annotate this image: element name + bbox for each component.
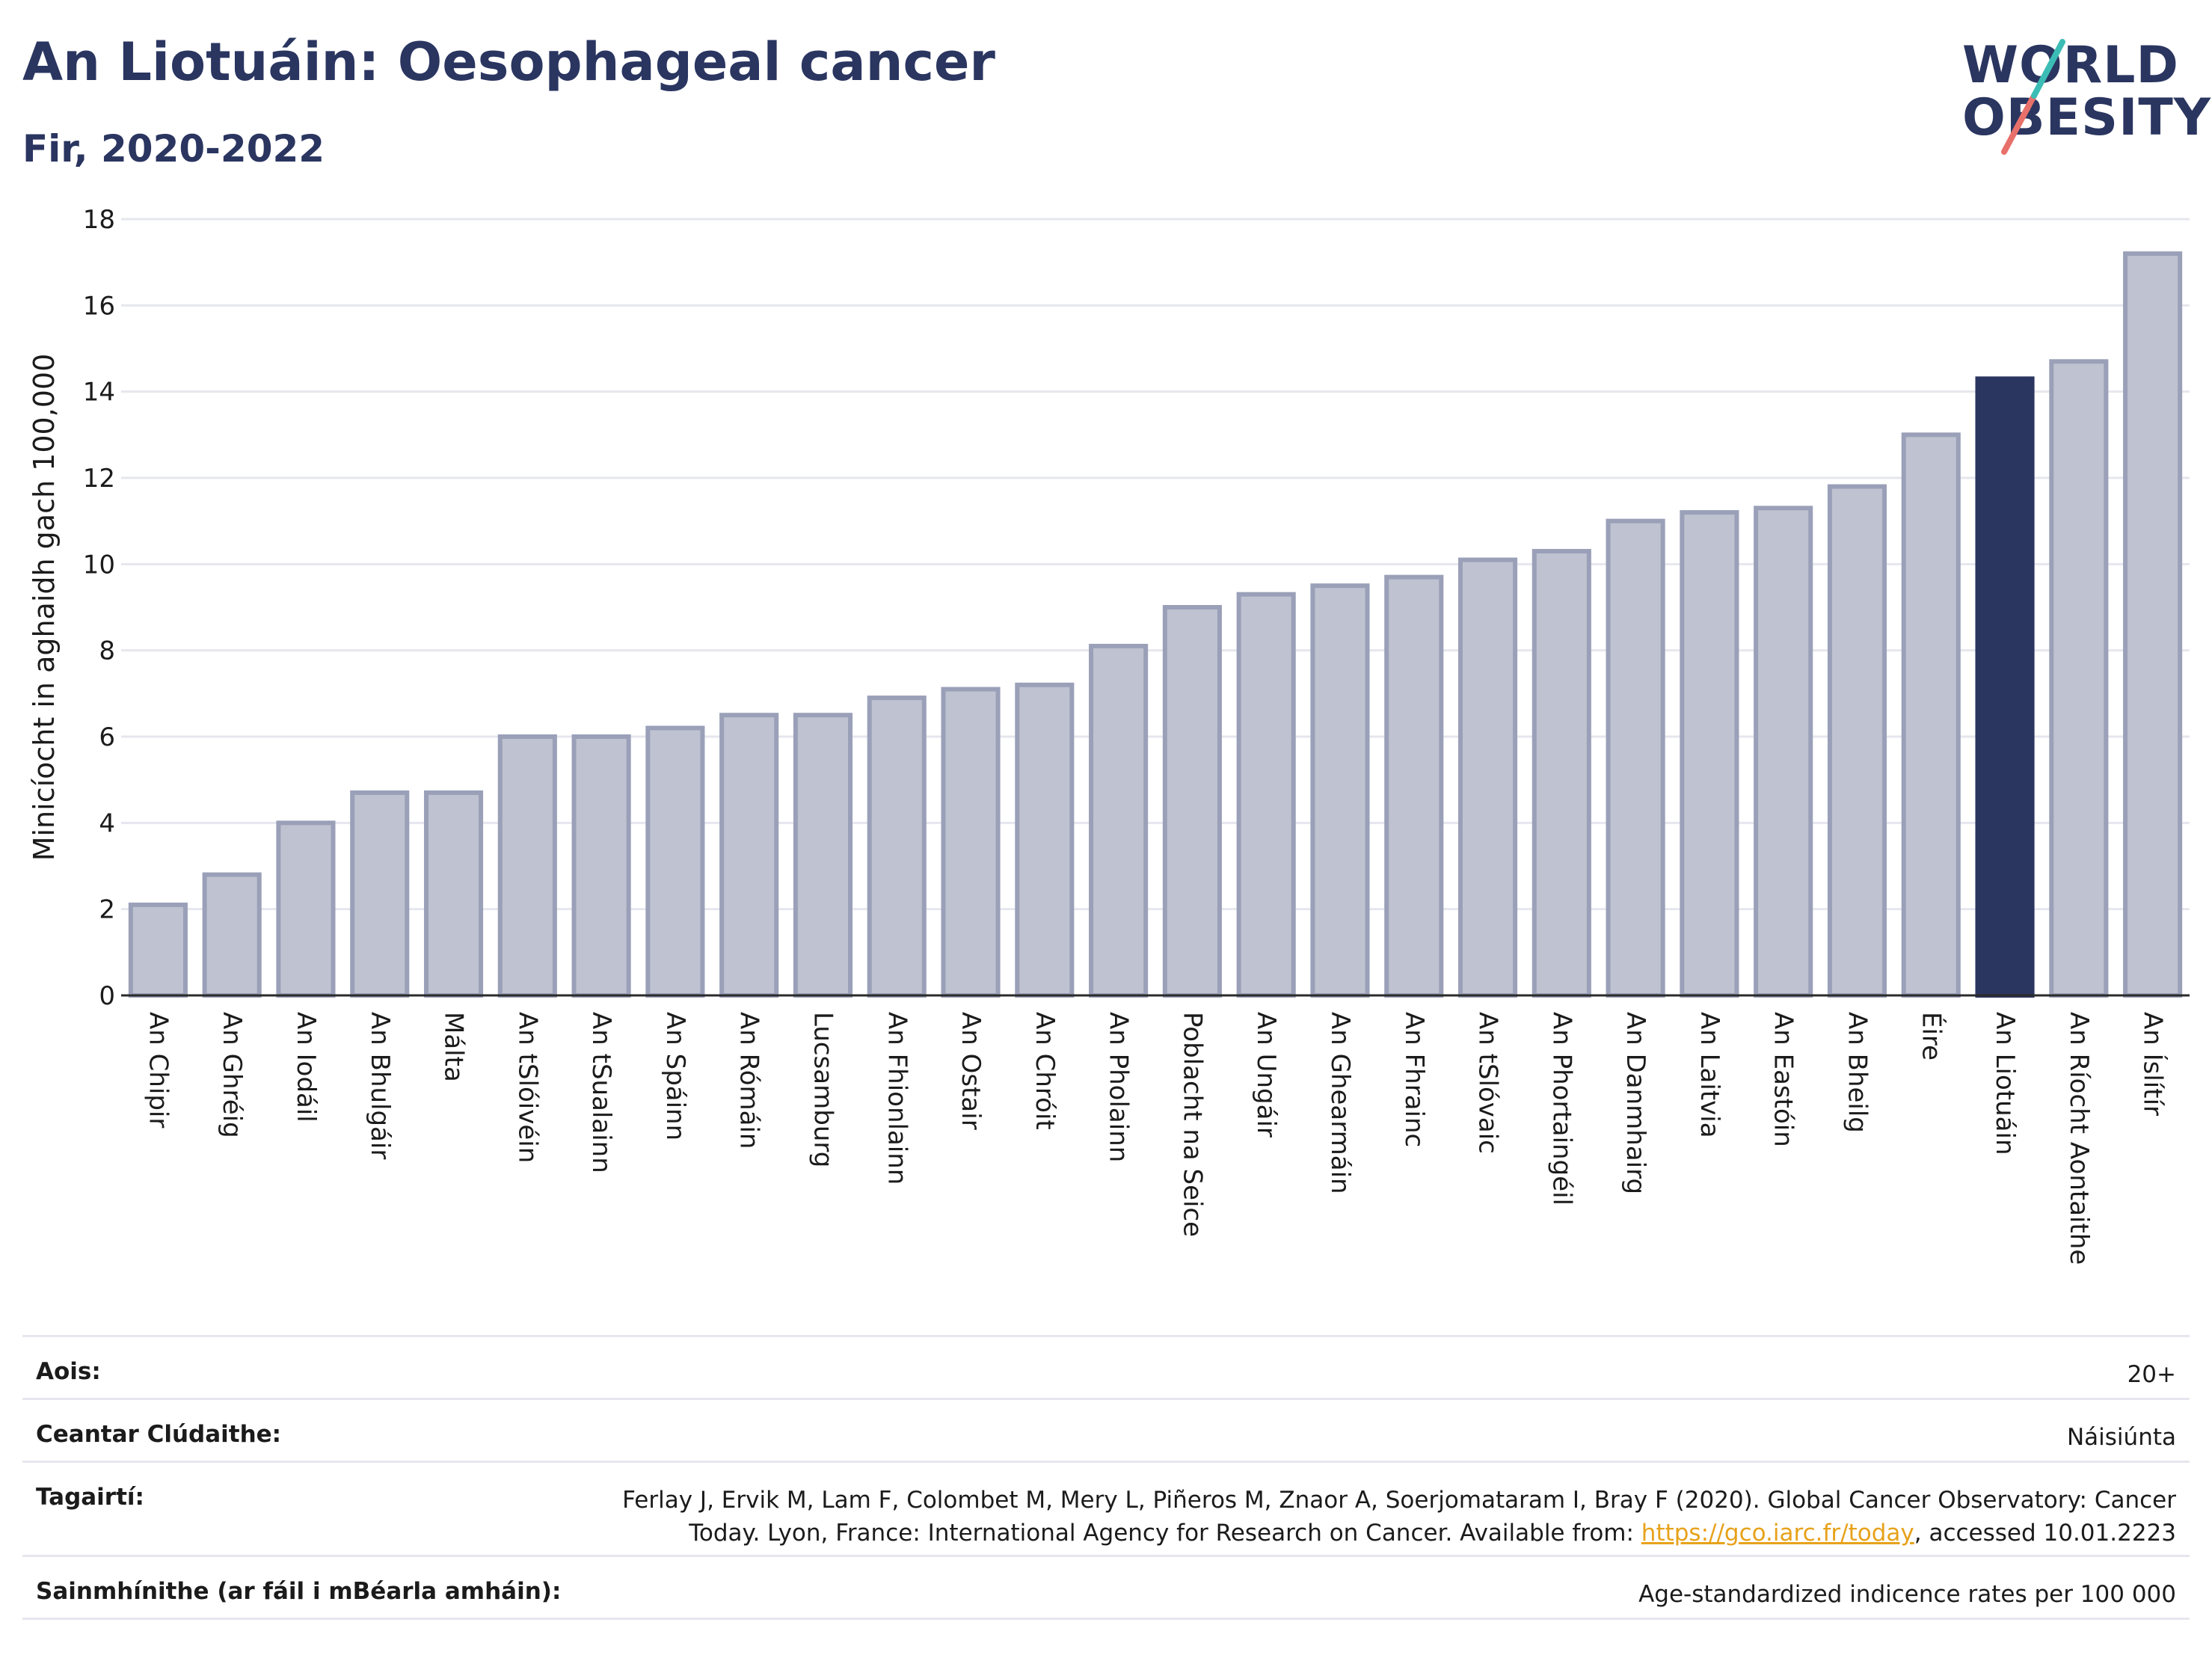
x-tick-label: An Chróit <box>1030 1012 1060 1130</box>
bar <box>1901 432 1961 998</box>
y-tick-label: 2 <box>99 895 115 925</box>
bar <box>497 734 557 998</box>
x-tick-label: Poblacht na Seice <box>1177 1012 1207 1237</box>
x-tick-label: An Liotuáin <box>1990 1012 2020 1155</box>
bar <box>1975 376 2035 998</box>
y-tick-label: 16 <box>83 291 115 321</box>
logo-slash-icon <box>2001 39 2065 155</box>
info-bottom-border <box>22 1618 2190 1620</box>
bar <box>1680 510 1739 998</box>
age-value: 20+ <box>2127 1361 2176 1388</box>
bar <box>2123 251 2183 998</box>
info-row-references: Tagairtí: Ferlay J, Ervik M, Lam F, Colo… <box>22 1461 2190 1555</box>
bar <box>423 790 484 998</box>
x-tick-label: An Rómáin <box>734 1012 764 1149</box>
x-tick-label: An Íslítír <box>2138 1012 2169 1116</box>
definitions-label: Sainmhínithe (ar fáil i mBéarla amháin): <box>36 1578 562 1605</box>
bar <box>202 872 262 998</box>
y-tick-label: 8 <box>99 636 115 666</box>
world-obesity-logo: WORLD OBESITY <box>1952 21 2211 163</box>
references-line-1: Ferlay J, Ervik M, Lam F, Colombet M, Me… <box>622 1487 2176 1514</box>
bar-chart: 0 2 4 6 8 10 12 14 16 18 Minicíocht in aghaidh gac… <box>28 205 2190 1265</box>
x-tick-label: An Laitvia <box>1695 1012 1724 1138</box>
y-axis-label: Minicíocht in aghaidh gach 100,000 <box>28 354 61 862</box>
bar <box>941 687 1001 998</box>
x-tick-label: An Ungáir <box>1251 1012 1281 1137</box>
info-table: Aois: 20+ Ceantar Clúdaithe: Náisiúnta T… <box>22 1335 2190 1620</box>
info-row-definitions: Sainmhínithe (ar fáil i mBéarla amháin):… <box>22 1555 2190 1618</box>
age-label: Aois: <box>36 1358 101 1385</box>
bar <box>867 696 927 998</box>
x-tick-label: An Pholainn <box>1104 1012 1134 1162</box>
x-tick-label: An Ríocht Aontaithe <box>2064 1012 2094 1265</box>
definitions-value: Age-standardized indicence rates per 100… <box>1638 1581 2176 1608</box>
bar <box>2049 359 2109 998</box>
references-label: Tagairtí: <box>36 1484 144 1511</box>
y-tick-label: 6 <box>99 722 115 752</box>
bar <box>1531 549 1591 998</box>
x-tick-label: An Fhionlainn <box>882 1012 912 1185</box>
bar <box>1236 592 1296 998</box>
x-tick-label: An Spáinn <box>660 1012 690 1140</box>
area-label: Ceantar Clúdaithe: <box>36 1421 282 1448</box>
bar <box>793 713 853 998</box>
x-tick-label: An Ostair <box>956 1012 986 1130</box>
x-tick-label: An Phortaingéil <box>1546 1012 1576 1206</box>
chart-title: An Liotuáin: Oesophageal cancer <box>22 31 995 93</box>
y-tick-label: 14 <box>83 378 115 408</box>
x-tick-label: An tSualainn <box>586 1012 616 1173</box>
info-row-age: Aois: 20+ <box>22 1335 2190 1398</box>
y-tick-label: 12 <box>83 464 115 494</box>
x-tick-label: An tSlóvaic <box>1473 1012 1503 1154</box>
bar <box>276 820 336 998</box>
bar <box>1015 682 1075 998</box>
area-value: Náisiúnta <box>2066 1424 2176 1451</box>
references-accessed: , accessed 10.01.2223 <box>1914 1520 2176 1547</box>
x-tick-label: An Bhulgáir <box>365 1012 395 1159</box>
references-line-2: Today. Lyon, France: International Agenc… <box>689 1520 1641 1547</box>
y-tick-label: 10 <box>83 550 115 580</box>
logo-line-1: WORLD <box>1962 36 2179 95</box>
bar <box>1162 605 1222 998</box>
chart-subtitle: Fir, 2020-2022 <box>22 127 325 171</box>
bar <box>128 902 188 998</box>
bar <box>645 725 705 998</box>
references-link[interactable]: https://gco.iarc.fr/today <box>1641 1520 1914 1547</box>
y-tick-label: 4 <box>99 808 115 838</box>
bar <box>1457 557 1518 998</box>
x-tick-label: An Bheilg <box>1842 1012 1872 1133</box>
bar <box>1089 643 1149 998</box>
x-tick-label: Lucsamburg <box>808 1012 838 1167</box>
x-tick-label: An Eastóin <box>1769 1012 1798 1147</box>
x-tick-label: Éire <box>1916 1012 1947 1060</box>
x-tick-label: Málta <box>439 1012 469 1082</box>
bar <box>571 734 631 998</box>
bar <box>350 790 410 998</box>
bar <box>1384 574 1444 998</box>
bar <box>1310 583 1370 998</box>
logo-line-2: OBESITY <box>1962 88 2211 147</box>
x-tick-label: An Fhrainc <box>1399 1012 1429 1147</box>
bar <box>1606 518 1665 998</box>
bar <box>719 713 779 998</box>
y-tick-label: 0 <box>99 981 115 1011</box>
x-tick-label: An Chipir <box>143 1012 173 1128</box>
x-tick-label: An Ghearmáin <box>1325 1012 1355 1194</box>
bar <box>1827 484 1887 998</box>
info-row-area: Ceantar Clúdaithe: Náisiúnta <box>22 1398 2190 1461</box>
x-tick-label: An Danmhairg <box>1620 1012 1650 1194</box>
references-value: Ferlay J, Ervik M, Lam F, Colombet M, Me… <box>622 1484 2176 1550</box>
x-tick-label: An Ghréig <box>217 1012 247 1138</box>
x-tick-label: An Iodáil <box>291 1012 321 1123</box>
x-tick-label: An tSlóivéin <box>512 1012 542 1163</box>
bar <box>1754 506 1813 998</box>
y-tick-label: 18 <box>83 205 115 235</box>
